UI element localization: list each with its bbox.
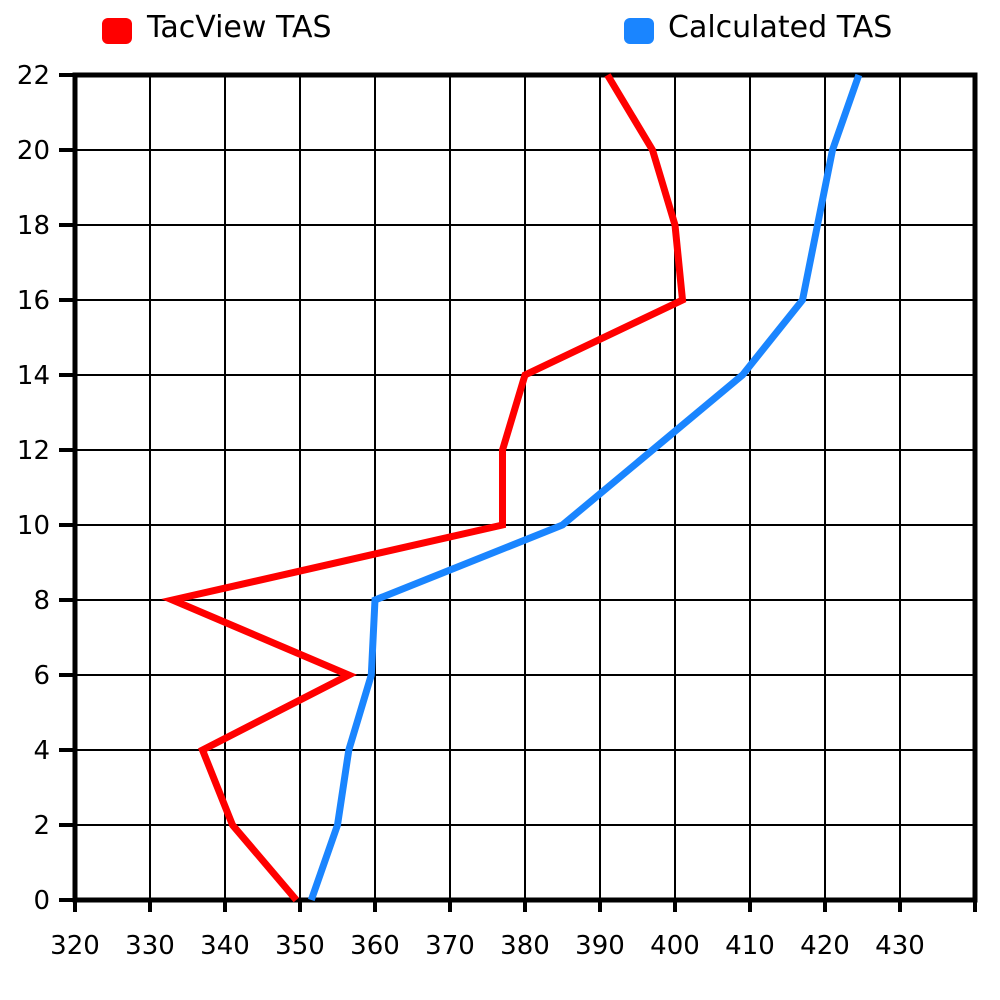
y-tick-label: 18 (17, 211, 50, 241)
x-tick-label: 350 (275, 931, 325, 961)
x-tick-label: 340 (200, 931, 250, 961)
x-tick-label: 320 (50, 931, 100, 961)
y-tick-label: 8 (33, 586, 50, 616)
y-tick-label: 14 (17, 361, 50, 391)
y-tick-label: 2 (33, 811, 50, 841)
legend-label-tacview: TacView TAS (146, 10, 332, 45)
y-tick-label: 6 (33, 661, 50, 691)
y-tick-label: 12 (17, 436, 50, 466)
y-tick-label: 22 (17, 61, 50, 91)
x-tick-label: 330 (125, 931, 175, 961)
y-tick-label: 4 (33, 736, 50, 766)
legend-label-calculated: Calculated TAS (668, 10, 892, 45)
x-tick-label: 430 (875, 931, 925, 961)
x-axis: 320 330 340 350 360 370 380 390 400 410 420 430 (50, 900, 977, 961)
y-axis: 0 2 4 6 8 10 12 14 16 18 20 22 (17, 61, 75, 916)
y-tick-label: 10 (17, 511, 50, 541)
series-line-tacview (161, 73, 687, 903)
series-line-calculated (307, 73, 863, 902)
x-tick-label: 410 (725, 931, 775, 961)
y-tick-label: 0 (33, 886, 50, 916)
x-tick-label: 360 (350, 931, 400, 961)
x-tick-label: 420 (800, 931, 850, 961)
legend-swatch-tacview (102, 18, 132, 44)
legend: TacView TAS Calculated TAS (102, 10, 892, 45)
y-tick-label: 20 (17, 136, 50, 166)
x-tick-label: 400 (650, 931, 700, 961)
x-tick-label: 370 (425, 931, 475, 961)
y-tick-label: 16 (17, 286, 50, 316)
series-layer (161, 73, 863, 903)
x-tick-label: 390 (575, 931, 625, 961)
legend-swatch-calculated (624, 18, 654, 44)
x-tick-label: 380 (500, 931, 550, 961)
